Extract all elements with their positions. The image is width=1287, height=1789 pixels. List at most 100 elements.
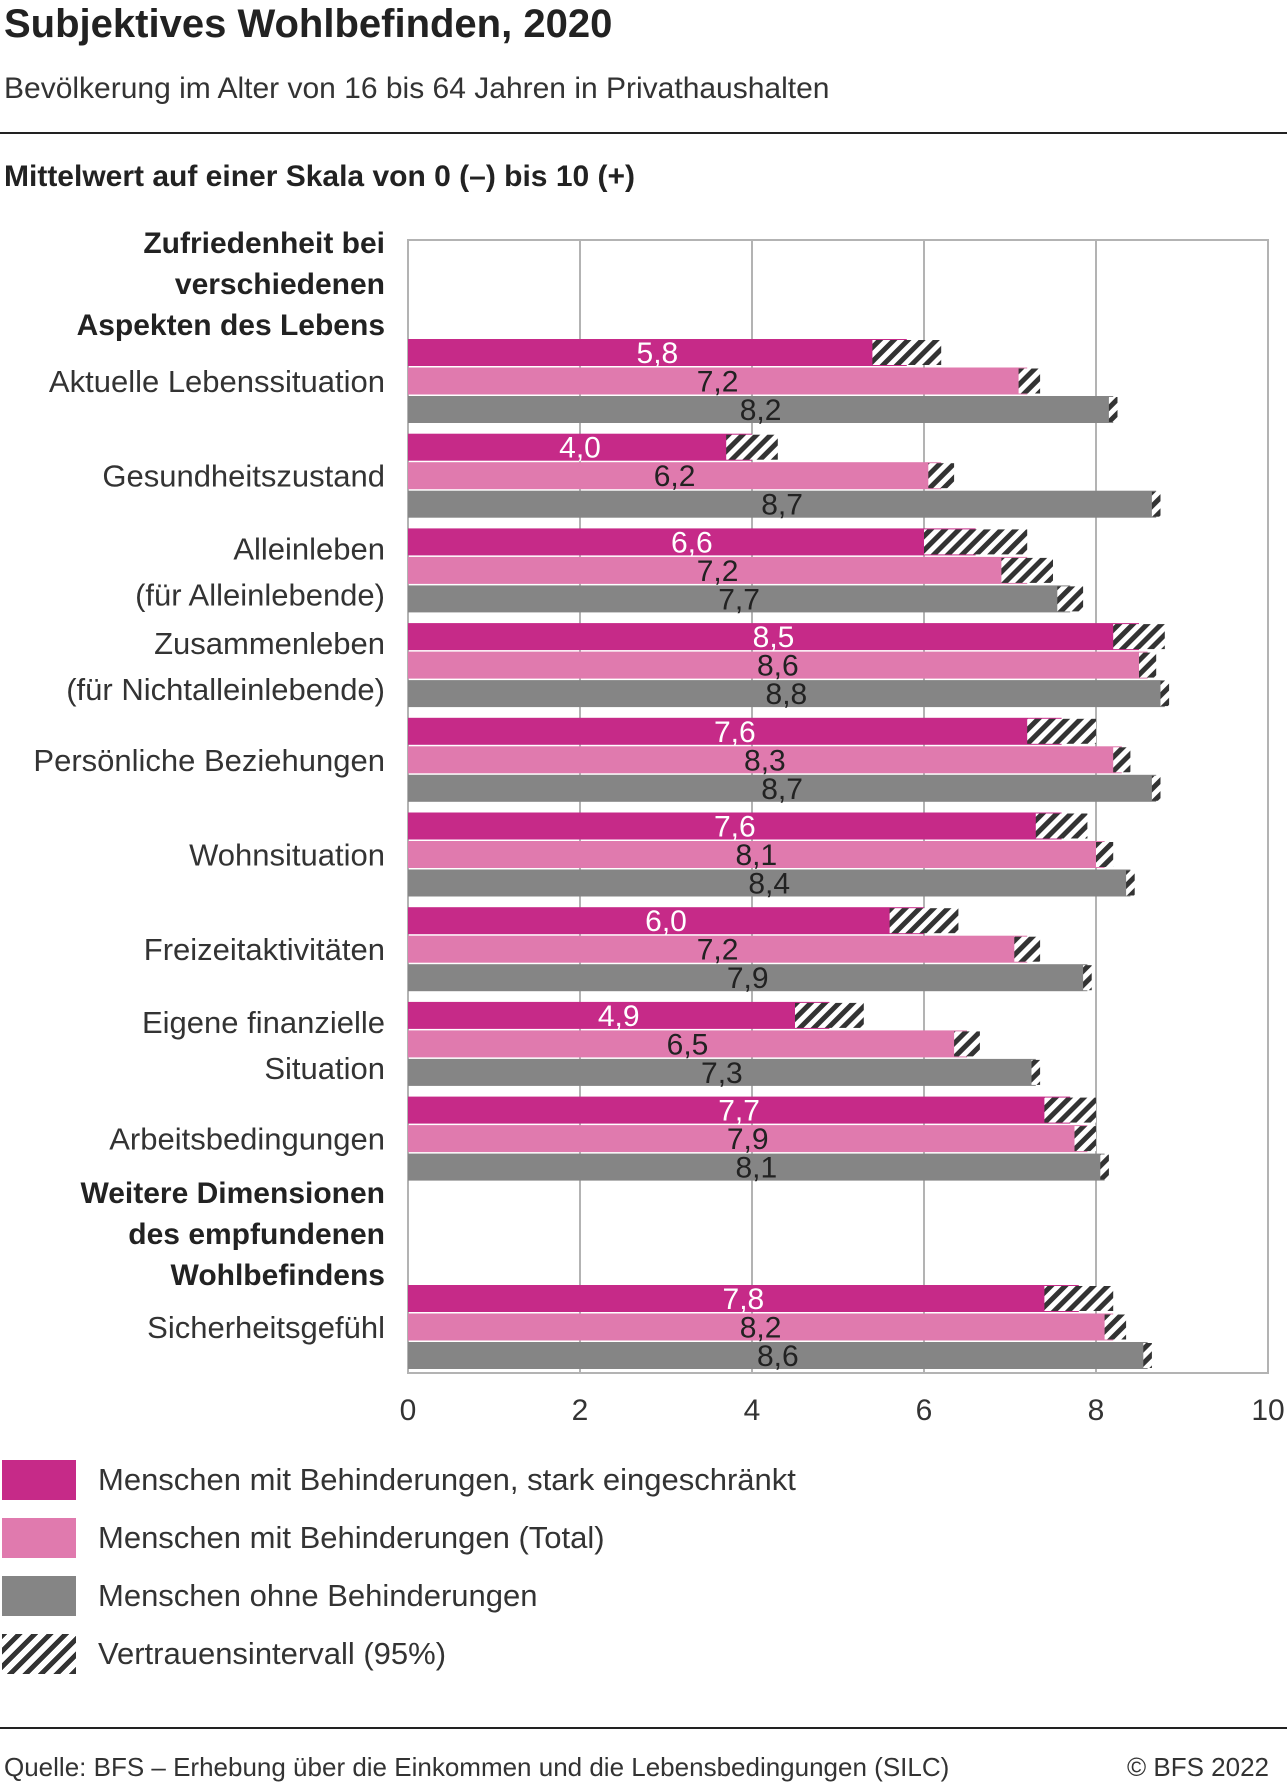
ci-total (1139, 652, 1157, 678)
category-label: Sicherheitsgefühl (147, 1310, 385, 1345)
value-label-stark: 4,0 (559, 432, 601, 465)
category-label: Wohnsituation (189, 838, 385, 873)
bar-stark (408, 1001, 830, 1029)
value-label-stark: 6,0 (645, 905, 687, 938)
value-label-stark: 4,9 (598, 1000, 640, 1033)
value-label-stark: 5,8 (637, 337, 679, 370)
ci-stark (726, 434, 778, 460)
category-label: (für Alleinlebende) (135, 577, 385, 612)
bar-ohne (408, 1342, 1148, 1369)
category-label: Persönliche Beziehungen (33, 743, 385, 778)
group-heading: verschiedenen (175, 268, 385, 301)
value-label-total: 6,5 (667, 1028, 709, 1061)
bar-total (408, 746, 1122, 774)
category-label: Gesundheitszustand (102, 459, 385, 494)
bottom-rule (0, 1727, 1287, 1729)
ci-ohne (1151, 491, 1161, 517)
source-note: Quelle: BFS – Erhebung über die Einkomme… (4, 1752, 950, 1782)
bar-chart: 0 2 4 6 8 10 Zufriedenheit bei verschiedenen Asp… (33, 227, 1284, 1427)
category-label: Alleinleben (233, 531, 385, 566)
value-label-stark: 8,5 (753, 621, 795, 654)
value-label-ohne: 8,1 (735, 1152, 777, 1185)
bar-total (408, 367, 1028, 395)
category-label: Freizeitaktivitäten (144, 932, 385, 967)
ci-total (1014, 936, 1041, 962)
ci-total (954, 1031, 980, 1057)
value-label-ohne: 7,3 (701, 1057, 743, 1090)
legend-swatch-stark (2, 1460, 76, 1500)
x-tick-label: 10 (1251, 1394, 1284, 1427)
bar-ohne (408, 964, 1088, 992)
ci-ohne (1108, 397, 1118, 422)
ci-total (1104, 1314, 1127, 1340)
bar-ohne (408, 680, 1165, 708)
legend-label-stark: Menschen mit Behinderungen, stark einges… (98, 1462, 796, 1497)
value-label-total: 7,2 (697, 934, 739, 967)
bar-total (408, 841, 1105, 868)
ci-total (1096, 842, 1114, 867)
group-heading: Wohlbefindens (171, 1259, 385, 1292)
value-label-stark: 7,8 (723, 1283, 765, 1316)
ci-ohne (1083, 965, 1092, 991)
group-heading: des empfundenen (128, 1218, 385, 1251)
value-label-ohne: 8,8 (766, 678, 808, 711)
ci-stark (924, 529, 1028, 555)
chart-subtitle: Bevölkerung im Alter von 16 bis 64 Jahre… (4, 72, 830, 105)
ci-total (1113, 747, 1131, 773)
legend-swatch-ohne (2, 1576, 76, 1616)
value-label-total: 7,2 (697, 366, 739, 399)
value-label-total: 6,2 (654, 460, 696, 493)
x-tick-label: 8 (1088, 1394, 1105, 1427)
ci-total (1018, 368, 1041, 394)
category-label: Situation (264, 1051, 385, 1086)
ci-stark (1027, 718, 1096, 744)
bar-ohne (408, 869, 1131, 897)
bar-total (408, 1125, 1088, 1153)
ci-total (1074, 1126, 1096, 1152)
category-label: Arbeitsbedingungen (109, 1122, 385, 1157)
ci-total (1001, 557, 1053, 583)
bar-total (408, 1030, 967, 1058)
legend-label-total: Menschen mit Behinderungen (Total) (98, 1520, 605, 1555)
bar-stark (408, 339, 907, 366)
x-tick-label: 2 (572, 1394, 589, 1427)
category-label: Zusammenleben (154, 626, 385, 661)
value-label-ohne: 8,7 (761, 773, 803, 806)
value-label-stark: 7,6 (714, 716, 756, 749)
bar-total (408, 462, 942, 490)
value-label-ohne: 8,7 (761, 489, 803, 522)
legend-swatch-ci (2, 1634, 76, 1674)
value-label-stark: 7,7 (718, 1095, 760, 1128)
plot-frame (407, 239, 1269, 1374)
bar-stark (408, 1096, 1071, 1124)
bar-ohne (408, 774, 1157, 802)
ci-ohne (1143, 1343, 1152, 1368)
chart-title: Subjektives Wohlbefinden, 2020 (4, 2, 613, 46)
ci-ohne (1057, 586, 1084, 612)
group-heading: Weitere Dimensionen (80, 1177, 385, 1210)
ci-stark (1044, 1286, 1114, 1311)
x-tick-label: 4 (744, 1394, 761, 1427)
bar-stark (408, 812, 1062, 840)
top-rule (0, 132, 1287, 134)
category-label: Eigene finanzielle (142, 1005, 385, 1040)
value-label-ohne: 8,6 (757, 1340, 799, 1373)
value-label-ohne: 7,7 (718, 583, 760, 616)
legend-label-ohne: Menschen ohne Behinderungen (98, 1578, 538, 1613)
x-tick-label: 0 (400, 1394, 417, 1427)
group-heading: Zufriedenheit bei (143, 227, 385, 260)
value-label-total: 8,1 (735, 839, 777, 872)
ci-ohne (1031, 1059, 1041, 1085)
x-tick-label: 6 (916, 1394, 933, 1427)
bar-total (408, 651, 1148, 679)
bar-total (408, 1313, 1114, 1341)
value-label-total: 8,3 (744, 744, 786, 777)
bar-ohne (408, 1058, 1036, 1086)
value-label-total: 7,2 (697, 555, 739, 588)
bar-total (408, 556, 1028, 584)
measure-label: Mittelwert auf einer Skala von 0 (–) bis… (4, 160, 636, 193)
ci-stark (795, 1002, 864, 1028)
bar-stark (408, 907, 924, 935)
ci-stark (889, 908, 959, 934)
bar-stark (408, 1285, 1079, 1312)
